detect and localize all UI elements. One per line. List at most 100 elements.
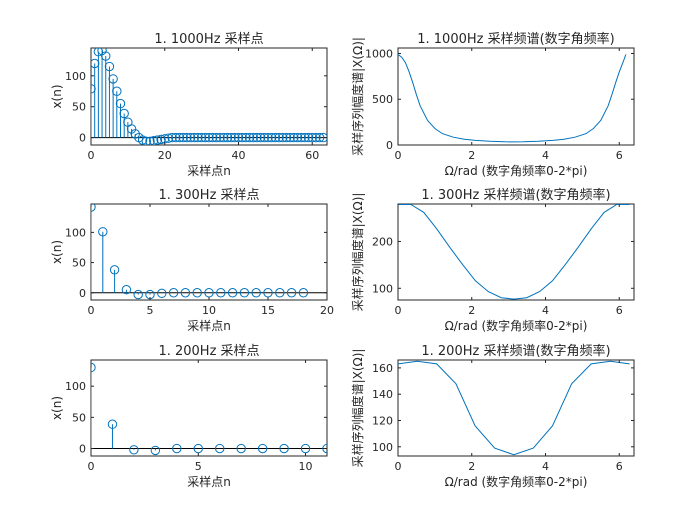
stem-marker: [192, 288, 202, 298]
y-tick-label: 120: [372, 414, 393, 427]
stem-marker: [93, 48, 104, 57]
subplot-6: 0 2 4 6 100 120 140 160 1. 200Hz 采样频谱(数字角频率) Ω/ra…: [350, 343, 635, 489]
axes-box: [90, 359, 328, 457]
stem-marker: [193, 443, 203, 454]
stem-marker: [255, 132, 266, 143]
y-axis-label: 采样序列幅度谱|X(Ω)|: [350, 37, 365, 156]
stem-marker: [248, 132, 258, 143]
stem-marker: [193, 132, 203, 143]
stem-marker: [275, 288, 285, 298]
y-axis-label: x(n): [50, 84, 64, 108]
stem-marker: [237, 132, 247, 143]
axes-box: [397, 47, 635, 146]
stem-marker: [150, 445, 161, 456]
stem-marker: [91, 84, 96, 94]
chart-title: 1. 300Hz 采样点: [158, 188, 259, 203]
stem-marker: [251, 288, 261, 298]
spectrum-line: [398, 204, 630, 300]
stem-marker: [157, 288, 167, 299]
y-tick-label: 500: [372, 93, 393, 106]
stem-marker: [241, 132, 251, 143]
subplot-4: 0 2 4 6 100 200 1. 300Hz 采样频谱(数字角频率) Ω/rad (数字角…: [350, 187, 635, 333]
chart-title: 1. 1000Hz 采样点: [154, 32, 263, 47]
y-tick-label: 50: [72, 101, 86, 114]
y-tick-label: 140: [372, 388, 393, 401]
stem-marker: [129, 445, 139, 455]
y-tick-label: 100: [372, 441, 393, 454]
x-tick-label: 6: [616, 304, 623, 317]
y-axis-label: x(n): [50, 240, 64, 264]
stem-marker: [270, 132, 281, 143]
stem-marker: [233, 132, 244, 143]
plot-marks: [91, 362, 327, 456]
spectrum-line: [398, 360, 630, 456]
stem-marker: [137, 135, 148, 145]
stem-marker: [168, 288, 179, 298]
x-tick-label: 20: [320, 304, 334, 317]
stem-marker: [300, 132, 310, 143]
stem-marker: [98, 227, 108, 237]
stem-marker: [91, 204, 96, 212]
chart-title: 1. 1000Hz 采样频谱(数字角频率): [417, 31, 615, 47]
stem-marker: [292, 132, 303, 143]
stem-marker: [318, 132, 327, 143]
chart-title: 1. 300Hz 采样频谱(数字角频率): [421, 187, 610, 203]
stem-marker: [115, 98, 126, 109]
x-tick-label: 20: [158, 149, 172, 162]
spectrum-line: [398, 54, 627, 143]
stem-marker: [172, 443, 182, 454]
stem-marker: [322, 443, 327, 454]
axes-box: [90, 47, 328, 146]
stem-marker: [281, 132, 292, 143]
stem-marker: [108, 74, 118, 84]
stem-marker: [259, 132, 270, 143]
axes-box: [90, 203, 328, 301]
stem-marker: [185, 132, 196, 143]
x-tick-label: 4: [542, 304, 549, 317]
stem-marker: [285, 132, 295, 143]
stem-marker: [91, 58, 100, 69]
stem-marker: [101, 51, 111, 61]
y-tick-label: 160: [372, 362, 393, 375]
y-tick-label: 100: [65, 380, 86, 393]
x-tick-label: 15: [261, 304, 275, 317]
stem-marker: [263, 132, 273, 143]
y-axis-label: 采样序列幅度谱|X(Ω)|: [350, 193, 365, 312]
stem-marker: [207, 132, 218, 143]
stem-marker: [289, 132, 299, 143]
stem-marker: [152, 135, 163, 145]
stem-marker: [189, 132, 199, 143]
plot-marks: [91, 48, 327, 145]
stem-marker: [148, 135, 159, 145]
x-axis-label: Ω/rad (数字角频率0-2*pi): [445, 163, 588, 178]
chart-title: 1. 200Hz 采样频谱(数字角频率): [421, 343, 610, 359]
y-axis-label: x(n): [50, 396, 64, 420]
x-tick-label: 0: [395, 460, 402, 473]
y-tick-label: 0: [79, 443, 86, 456]
stem-marker: [266, 132, 277, 143]
axes-box: [397, 359, 635, 457]
stem-marker: [216, 288, 226, 298]
y-tick-label: 50: [72, 411, 86, 424]
x-tick-label: 5: [195, 460, 202, 473]
stem-marker: [141, 136, 152, 145]
stem-marker: [178, 132, 188, 143]
stem-marker: [211, 132, 222, 143]
plot-marks: [398, 360, 630, 456]
x-tick-label: 40: [232, 149, 246, 162]
stem-marker: [119, 108, 129, 119]
stem-marker: [109, 265, 120, 275]
x-tick-label: 4: [542, 460, 549, 473]
x-axis-label: Ω/rad (数字角频率0-2*pi): [445, 318, 588, 333]
x-axis-label: 采样点n: [187, 163, 231, 178]
stem-marker: [230, 132, 240, 143]
stem-marker: [244, 132, 255, 143]
x-tick-label: 60: [305, 149, 319, 162]
stem-marker: [274, 132, 284, 143]
stem-marker: [298, 288, 309, 298]
stem-marker: [145, 136, 155, 145]
stem-marker: [222, 132, 233, 143]
